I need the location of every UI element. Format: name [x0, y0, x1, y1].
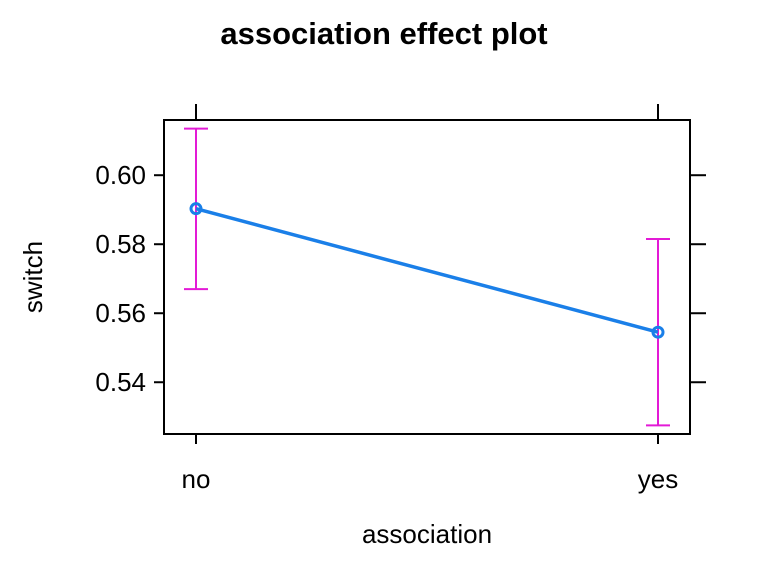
x-axis-label: association — [362, 519, 492, 549]
y-tick-label: 0.58 — [95, 229, 146, 259]
chart-title: association effect plot — [220, 16, 547, 51]
x-tick-label: no — [182, 464, 211, 494]
y-tick-label: 0.56 — [95, 298, 146, 328]
data-point — [651, 325, 665, 339]
data-point — [189, 202, 203, 216]
y-tick-label: 0.60 — [95, 160, 146, 190]
plot-frame — [163, 119, 691, 435]
y-axis-label: switch — [18, 241, 48, 313]
y-tick-label: 0.54 — [95, 367, 146, 397]
chart-marks: 0.54 0.56 0.58 0.60 no yes — [95, 104, 706, 494]
x-tick-label: yes — [638, 464, 678, 494]
effect-line — [195, 206, 659, 334]
